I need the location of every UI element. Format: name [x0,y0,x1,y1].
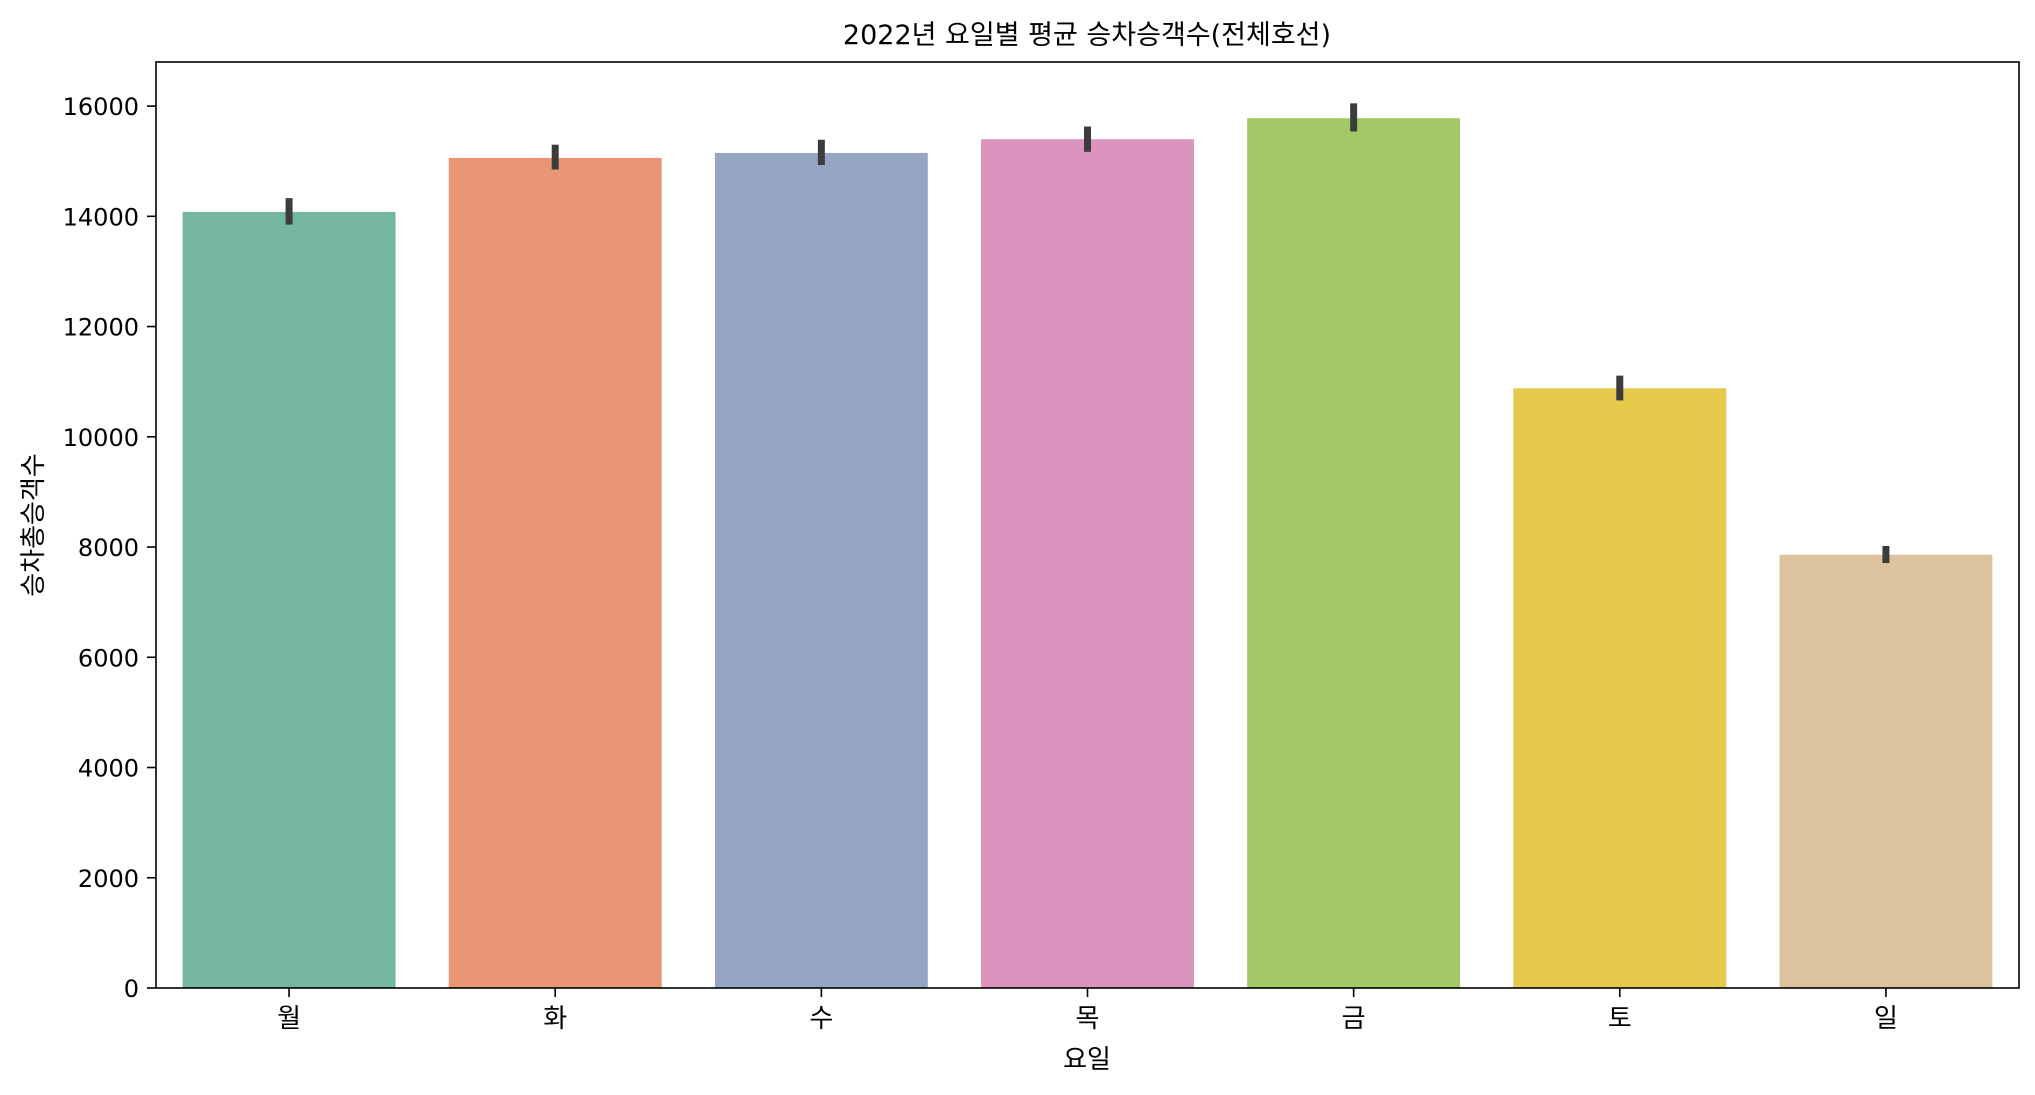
x-tick-label-4: 금 [1342,1004,1366,1034]
bar-4 [1247,118,1461,989]
y-tick-label-6: 12000 [63,314,139,342]
x-tick-label-3: 목 [1076,1004,1100,1034]
bar-1 [448,157,662,988]
bar-3 [981,139,1194,989]
y-tick-label-0: 0 [124,975,139,1003]
y-tick-label-7: 14000 [63,203,139,231]
bars-layer [182,118,1993,989]
y-tick-label-3: 6000 [78,644,139,672]
bar-2 [714,152,928,988]
x-tick-label-6: 일 [1874,1004,1898,1034]
y-axis-label: 승차총승객수 [19,453,49,597]
x-tick-label-5: 토 [1608,1004,1632,1034]
chart-title: 2022년 요일별 평균 승차승객수(전체호선) [843,20,1331,51]
bar-6 [1779,554,1993,988]
y-tick-label-1: 2000 [78,865,139,893]
y-tick-label-8: 16000 [63,93,139,121]
error-bars-layer [285,103,1890,564]
x-tick-label-0: 월 [277,1004,301,1034]
y-axis-ticks: 0 2000 4000 6000 8000 10000 12000 14000 16000 [63,93,156,1003]
y-tick-label-2: 4000 [78,755,139,783]
y-tick-label-4: 8000 [78,534,139,562]
x-tick-label-1: 화 [543,1004,567,1034]
plot-frame [155,61,2020,989]
bar-5 [1513,388,1727,988]
y-tick-label-5: 10000 [63,424,139,452]
bar-0 [182,211,396,989]
x-axis-label: 요일 [1063,1045,1111,1075]
x-tick-label-2: 수 [809,1004,833,1034]
